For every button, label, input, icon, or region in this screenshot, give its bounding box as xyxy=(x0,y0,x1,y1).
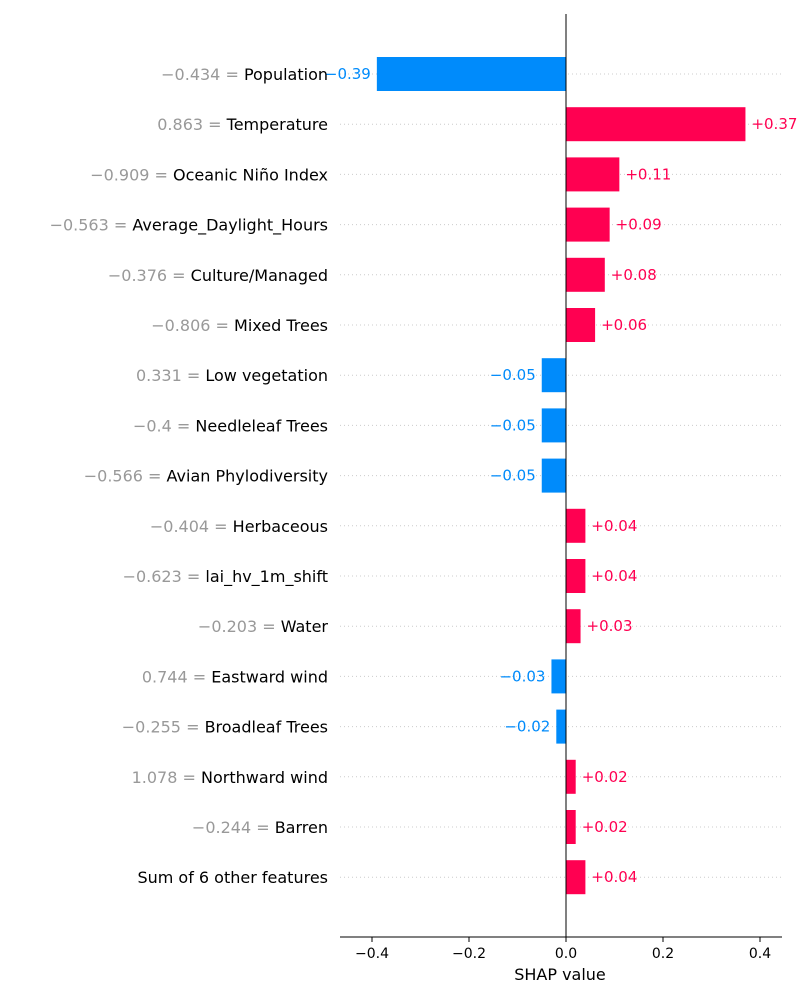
feature-value: 0.331 = xyxy=(136,366,205,385)
bar-needleleaf-trees xyxy=(541,408,566,443)
feature-value: −0.376 = xyxy=(108,266,191,285)
feature-name: Temperature xyxy=(226,115,328,134)
bar-oceanic-ni-o-index xyxy=(566,157,620,192)
feature-name: Water xyxy=(281,617,329,636)
bar-value-label: −0.05 xyxy=(490,467,536,485)
feature-label: −0.806 = Mixed Trees xyxy=(151,316,328,335)
bar-population xyxy=(376,57,566,91)
bar-broadleaf-trees xyxy=(556,709,566,744)
feature-label: Sum of 6 other features xyxy=(137,868,328,887)
x-tick-label: −0.2 xyxy=(452,946,486,962)
feature-name: Mixed Trees xyxy=(234,316,328,335)
feature-name: Average_Daylight_Hours xyxy=(132,216,328,236)
bars xyxy=(376,57,746,895)
feature-labels: −0.39−0.434 = Population+0.370.863 = Tem… xyxy=(50,65,798,887)
bar-value-label: +0.11 xyxy=(625,165,671,183)
bar-avian-phylodiversity xyxy=(541,458,566,493)
feature-label: 0.744 = Eastward wind xyxy=(142,667,328,686)
x-axis-label: SHAP value xyxy=(514,965,606,984)
feature-label: −0.563 = Average_Daylight_Hours xyxy=(50,216,328,236)
bar-value-label: −0.03 xyxy=(499,667,545,685)
feature-value: −0.806 = xyxy=(151,316,234,335)
bar-value-label: +0.08 xyxy=(611,266,657,284)
feature-label: −0.404 = Herbaceous xyxy=(150,517,328,536)
feature-name: Sum of 6 other features xyxy=(137,868,328,887)
feature-label: −0.909 = Oceanic Niño Index xyxy=(90,165,328,184)
feature-name: Low vegetation xyxy=(205,366,328,385)
bar-average-daylight-hours xyxy=(566,207,610,242)
bar-value-label: +0.04 xyxy=(591,517,637,535)
feature-value: −0.255 = xyxy=(122,718,205,737)
feature-label: −0.244 = Barren xyxy=(192,818,328,837)
feature-value: −0.4 = xyxy=(133,416,195,435)
bar-value-label: +0.09 xyxy=(616,216,662,234)
feature-value: −0.623 = xyxy=(123,567,206,586)
feature-name: Oceanic Niño Index xyxy=(173,165,328,184)
bar-water xyxy=(566,609,581,644)
feature-label: −0.623 = lai_hv_1m_shift xyxy=(123,567,328,587)
bar-temperature xyxy=(566,107,746,142)
bar-sum-of-6-other-features xyxy=(566,860,586,895)
bar-value-label: +0.02 xyxy=(582,818,628,836)
feature-value: −0.434 = xyxy=(161,65,244,84)
feature-name: lai_hv_1m_shift xyxy=(205,567,328,587)
feature-name: Northward wind xyxy=(201,768,328,787)
feature-label: −0.203 = Water xyxy=(198,617,329,636)
bar-herbaceous xyxy=(566,508,586,543)
bar-eastward-wind xyxy=(551,659,566,694)
feature-value: −0.909 = xyxy=(90,165,173,184)
x-tick-label: −0.4 xyxy=(355,946,389,962)
bar-value-label: −0.02 xyxy=(504,718,550,736)
x-tick-label: 0.0 xyxy=(555,946,577,962)
bar-value-label: −0.39 xyxy=(325,65,371,83)
feature-label: 0.331 = Low vegetation xyxy=(136,366,328,385)
feature-value: 0.863 = xyxy=(157,115,226,134)
bar-value-label: +0.37 xyxy=(751,115,797,133)
feature-value: −0.563 = xyxy=(50,216,133,235)
x-tick-label: 0.4 xyxy=(749,946,771,962)
feature-name: Needleleaf Trees xyxy=(195,416,328,435)
bar-culture-managed xyxy=(566,257,605,292)
feature-name: Eastward wind xyxy=(211,667,328,686)
bar-value-label: −0.05 xyxy=(490,366,536,384)
feature-name: Broadleaf Trees xyxy=(205,718,328,737)
bar-low-vegetation xyxy=(541,358,566,393)
feature-label: −0.376 = Culture/Managed xyxy=(108,266,328,285)
feature-value: −0.566 = xyxy=(84,467,167,486)
feature-name: Barren xyxy=(275,818,328,837)
feature-name: Avian Phylodiversity xyxy=(167,467,328,486)
feature-label: −0.434 = Population xyxy=(161,65,328,84)
bar-lai-hv-1m-shift xyxy=(566,559,586,593)
bar-mixed-trees xyxy=(566,308,596,342)
bar-value-label: +0.04 xyxy=(591,567,637,585)
bar-value-label: +0.02 xyxy=(582,768,628,786)
bar-barren xyxy=(566,810,576,844)
feature-label: 0.863 = Temperature xyxy=(157,115,328,134)
feature-label: −0.566 = Avian Phylodiversity xyxy=(84,467,328,486)
bar-northward-wind xyxy=(566,759,576,794)
feature-label: 1.078 = Northward wind xyxy=(132,768,328,787)
x-axis-ticks: −0.4 −0.2 0.0 0.2 0.4 xyxy=(355,937,771,962)
feature-value: −0.404 = xyxy=(150,517,233,536)
feature-name: Population xyxy=(244,65,328,84)
feature-value: −0.203 = xyxy=(198,617,281,636)
bar-value-label: −0.05 xyxy=(490,416,536,434)
feature-label: −0.255 = Broadleaf Trees xyxy=(122,718,328,737)
feature-value: 1.078 = xyxy=(132,768,201,787)
feature-name: Culture/Managed xyxy=(191,266,328,285)
bar-value-label: +0.04 xyxy=(591,868,637,886)
x-tick-label: 0.2 xyxy=(652,946,674,962)
feature-value: 0.744 = xyxy=(142,667,211,686)
feature-label: −0.4 = Needleleaf Trees xyxy=(133,416,328,435)
bar-value-label: +0.03 xyxy=(587,617,633,635)
feature-value: −0.244 = xyxy=(192,818,275,837)
feature-name: Herbaceous xyxy=(233,517,328,536)
bar-value-label: +0.06 xyxy=(601,316,647,334)
